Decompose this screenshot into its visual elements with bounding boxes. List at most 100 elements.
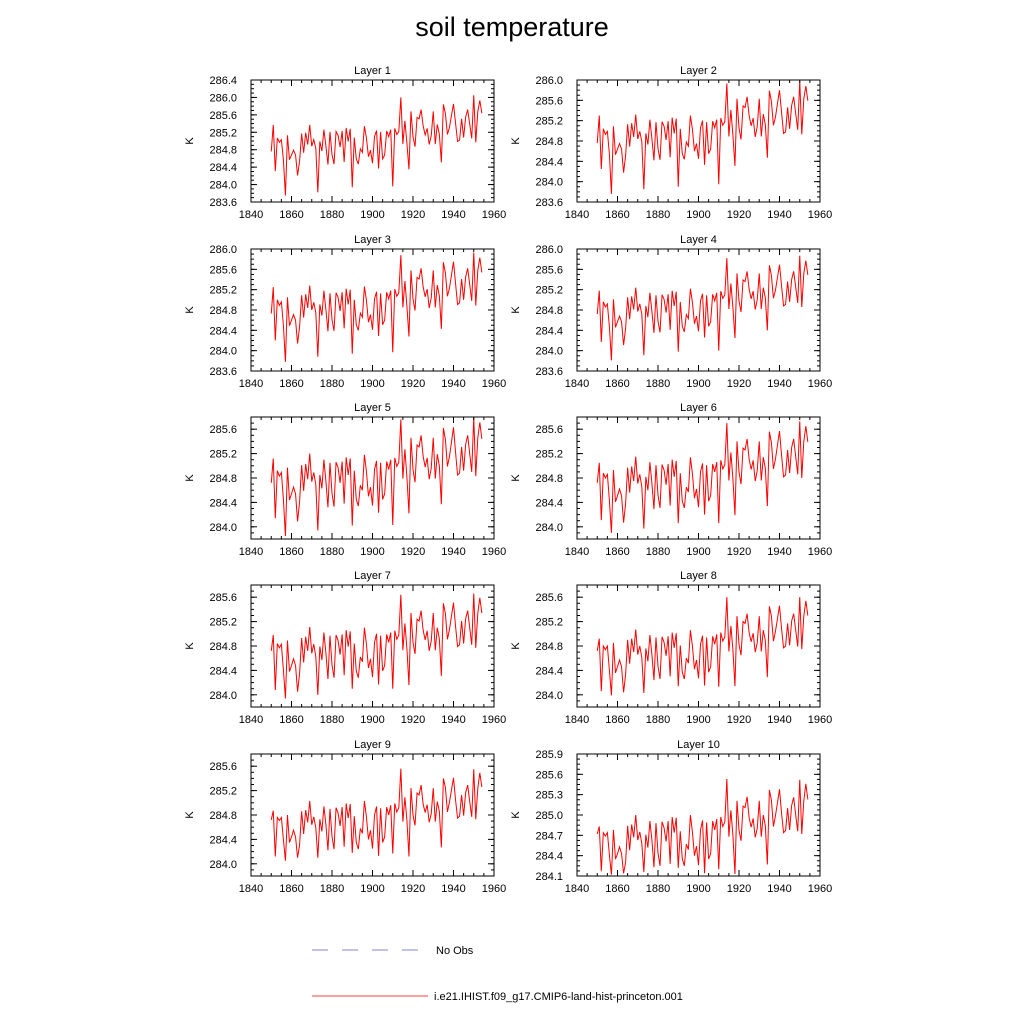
y-tick-label: 284.4 — [535, 665, 563, 677]
x-tick-label: 1960 — [808, 378, 832, 390]
panel-title: Layer 4 — [680, 234, 717, 246]
y-tick-label: 284.4 — [209, 162, 237, 174]
x-tick-label: 1880 — [320, 209, 344, 221]
x-tick-label: 1860 — [605, 883, 629, 895]
y-tick-label: 285.2 — [209, 617, 237, 629]
y-axis-label: K — [510, 306, 522, 314]
legend-model-label: i.e21.IHIST.f09_g17.CMIP6-land-hist-prin… — [434, 991, 683, 1003]
y-tick-label: 286.0 — [535, 244, 563, 256]
legend-obs-label: No Obs — [436, 945, 474, 957]
x-tick-label: 1880 — [320, 714, 344, 726]
y-tick-label: 284.8 — [209, 145, 237, 157]
x-tick-label: 1840 — [565, 714, 589, 726]
y-tick-label: 284.8 — [209, 305, 237, 317]
x-tick-label: 1960 — [808, 883, 832, 895]
y-axis-label: K — [510, 137, 522, 145]
x-tick-label: 1920 — [727, 209, 751, 221]
y-axis-label: K — [184, 811, 196, 819]
x-tick-label: 1900 — [360, 209, 384, 221]
y-tick-label: 285.6 — [209, 264, 237, 276]
x-tick-label: 1940 — [767, 378, 791, 390]
x-tick-label: 1860 — [605, 546, 629, 558]
y-tick-label: 285.6 — [535, 264, 563, 276]
y-axis-label: K — [184, 137, 196, 145]
y-axis-label: K — [184, 642, 196, 650]
chart-panel-9: Layer 9 1840 1860 1880 1900 1920 1940 1960 284.0… — [184, 739, 506, 895]
page-title: soil temperature — [415, 12, 609, 42]
series-line — [270, 95, 483, 196]
x-tick-label: 1900 — [360, 714, 384, 726]
y-tick-label: 284.8 — [535, 473, 563, 485]
y-tick-label: 284.0 — [209, 690, 237, 702]
x-tick-label: 1920 — [727, 714, 751, 726]
x-tick-label: 1900 — [686, 209, 710, 221]
series-line — [270, 416, 483, 536]
y-tick-label: 285.6 — [209, 761, 237, 773]
panel-title: Layer 10 — [677, 739, 720, 751]
x-tick-label: 1840 — [565, 883, 589, 895]
x-tick-label: 1880 — [646, 883, 670, 895]
y-tick-label: 286.0 — [209, 92, 237, 104]
y-tick-label: 284.4 — [209, 497, 237, 509]
x-tick-label: 1860 — [605, 378, 629, 390]
y-tick-label: 284.8 — [209, 641, 237, 653]
x-tick-label: 1860 — [279, 378, 303, 390]
y-tick-label: 284.0 — [209, 522, 237, 534]
x-tick-label: 1860 — [605, 209, 629, 221]
x-tick-label: 1840 — [565, 546, 589, 558]
y-tick-label: 285.2 — [209, 449, 237, 461]
x-tick-label: 1900 — [686, 714, 710, 726]
y-tick-label: 285.2 — [535, 617, 563, 629]
y-tick-label: 284.4 — [535, 156, 563, 168]
panel-title: Layer 7 — [354, 570, 391, 582]
x-tick-label: 1920 — [401, 209, 425, 221]
x-tick-label: 1880 — [646, 209, 670, 221]
x-tick-label: 1840 — [239, 883, 263, 895]
y-tick-label: 284.0 — [209, 180, 237, 192]
x-tick-label: 1880 — [320, 546, 344, 558]
y-tick-label: 283.6 — [209, 197, 237, 209]
series-line — [596, 80, 809, 194]
x-tick-label: 1880 — [646, 714, 670, 726]
x-tick-label: 1920 — [401, 714, 425, 726]
chart-panel-8: Layer 8 1840 1860 1880 1900 1920 1940 1960 284.0… — [510, 570, 832, 726]
panel-title: Layer 8 — [680, 570, 717, 582]
series-line — [596, 255, 809, 361]
y-tick-label: 284.8 — [209, 473, 237, 485]
x-tick-label: 1940 — [767, 883, 791, 895]
y-tick-label: 285.9 — [535, 749, 563, 761]
y-axis-label: K — [510, 811, 522, 819]
y-tick-label: 284.8 — [209, 810, 237, 822]
x-tick-label: 1920 — [727, 378, 751, 390]
y-tick-label: 284.4 — [535, 325, 563, 337]
chart-panel-6: Layer 6 1840 1860 1880 1900 1920 1940 1960 284.0… — [510, 402, 832, 558]
x-tick-label: 1920 — [401, 883, 425, 895]
panel-title: Layer 1 — [354, 65, 391, 77]
x-tick-label: 1920 — [401, 378, 425, 390]
x-tick-label: 1920 — [401, 546, 425, 558]
x-tick-label: 1940 — [767, 209, 791, 221]
y-tick-label: 284.0 — [209, 346, 237, 358]
x-tick-label: 1940 — [441, 378, 465, 390]
y-tick-label: 285.2 — [535, 285, 563, 297]
x-tick-label: 1940 — [441, 714, 465, 726]
y-tick-label: 286.4 — [209, 75, 237, 87]
x-tick-label: 1960 — [808, 209, 832, 221]
x-tick-label: 1860 — [279, 209, 303, 221]
panel-title: Layer 3 — [354, 234, 391, 246]
y-tick-label: 284.0 — [535, 177, 563, 189]
y-tick-label: 285.2 — [209, 127, 237, 139]
y-tick-label: 284.1 — [535, 871, 563, 883]
x-tick-label: 1840 — [239, 714, 263, 726]
x-tick-label: 1960 — [482, 714, 506, 726]
y-tick-label: 284.0 — [535, 690, 563, 702]
x-tick-label: 1900 — [686, 546, 710, 558]
y-tick-label: 285.6 — [209, 592, 237, 604]
x-tick-label: 1900 — [360, 546, 384, 558]
y-tick-label: 283.6 — [535, 197, 563, 209]
x-tick-label: 1940 — [441, 883, 465, 895]
y-tick-label: 284.0 — [209, 859, 237, 871]
x-tick-label: 1960 — [482, 546, 506, 558]
y-tick-label: 284.8 — [535, 136, 563, 148]
